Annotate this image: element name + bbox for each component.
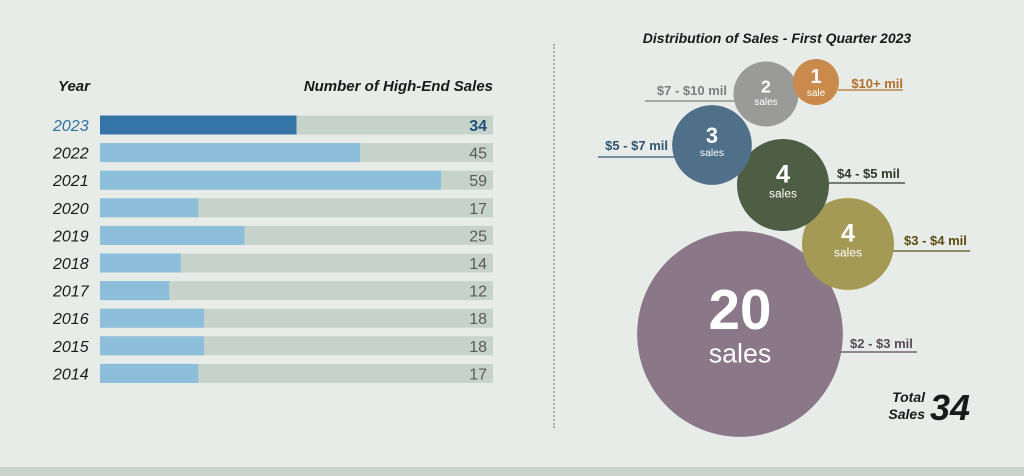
year-label: 2018: [52, 256, 89, 273]
bubble-unit: sales: [700, 148, 724, 159]
value-label: 34: [469, 118, 487, 135]
year-label: 2017: [52, 284, 90, 301]
bubble-value: 20: [709, 278, 772, 341]
bar-2016: [100, 308, 205, 328]
value-label: 17: [469, 201, 487, 218]
bar-row: 2020 17: [52, 198, 493, 218]
bar-2020: [100, 198, 199, 218]
bubble-value: 3: [706, 123, 718, 148]
bubble-4-5-mil: [737, 139, 829, 231]
year-column-header: Year: [58, 78, 91, 95]
price-range-label: $3 - $4 mil: [904, 233, 967, 248]
price-range-label: $2 - $3 mil: [850, 336, 913, 351]
price-range-label: $10+ mil: [851, 76, 903, 91]
bar-2019: [100, 225, 245, 245]
bar-2017: [100, 281, 170, 301]
year-label: 2020: [52, 201, 89, 218]
bubble-value: 1: [810, 66, 821, 88]
bubble-unit: sales: [834, 246, 862, 260]
bar-row: 2016 18: [52, 308, 493, 328]
bubble-2-3-mil: [637, 231, 843, 437]
bar-row: 2018 14: [52, 253, 493, 273]
bar-row: 2015 18: [52, 336, 493, 356]
price-range-label: $4 - $5 mil: [837, 166, 900, 181]
bubble-5-7-mil: [672, 105, 752, 185]
total-sales: Total Sales 34: [888, 387, 970, 428]
year-label: 2023: [52, 118, 89, 135]
year-label: 2021: [52, 173, 89, 190]
value-label: 17: [469, 366, 487, 383]
section-divider: [553, 44, 555, 428]
year-label: 2016: [52, 311, 89, 328]
total-value: 34: [930, 387, 970, 428]
bar-track: [100, 281, 493, 301]
bar-row: 2021 59: [52, 170, 493, 190]
bar-2022: [100, 143, 361, 163]
bubble-7-10-mil: [733, 61, 799, 127]
value-label: 18: [469, 339, 487, 356]
bubble-chart-title: Distribution of Sales - First Quarter 20…: [643, 30, 912, 46]
year-label: 2014: [52, 366, 89, 383]
value-label: 25: [469, 228, 487, 245]
bubble-value: 4: [841, 220, 855, 248]
value-column-header: Number of High-End Sales: [304, 78, 493, 95]
year-label: 2022: [52, 146, 89, 163]
bar-row: 2023 34: [52, 115, 493, 135]
bubble-unit: sale: [807, 88, 826, 99]
year-label: 2015: [52, 339, 89, 356]
bar-row: 2022 45: [52, 143, 493, 163]
bar-2015: [100, 336, 205, 356]
bubble-10-mil: [793, 59, 839, 105]
bar-2018: [100, 253, 181, 273]
bar-2021: [100, 170, 441, 190]
price-range-label: $7 - $10 mil: [657, 83, 727, 98]
bubble-unit: sales: [754, 97, 777, 108]
value-label: 45: [469, 146, 487, 163]
bubble-value: 2: [761, 76, 771, 96]
bar-row: 2014 17: [52, 363, 493, 383]
total-label-line2: Sales: [888, 406, 925, 422]
bubble-chart: Distribution of Sales - First Quarter 20…: [598, 30, 970, 437]
value-label: 18: [469, 311, 487, 328]
bubble-3-4-mil: [802, 198, 894, 290]
total-label-line1: Total: [892, 389, 926, 405]
bar-chart: Year Number of High-End Sales 2023 34 2022…: [52, 78, 493, 383]
bubble-unit: sales: [709, 338, 771, 368]
footer-strip: [0, 467, 1024, 476]
bar-2014: [100, 363, 199, 383]
bar-row: 2017 12: [52, 281, 493, 301]
value-label: 12: [469, 284, 487, 301]
bar-row: 2019 25: [52, 225, 493, 245]
bar-2023: [100, 115, 297, 135]
bar-track: [100, 253, 493, 273]
year-label: 2019: [52, 228, 89, 245]
value-label: 59: [469, 173, 487, 190]
bubble-value: 4: [776, 161, 790, 189]
price-range-label: $5 - $7 mil: [605, 138, 668, 153]
value-label: 14: [469, 256, 487, 273]
bubble-unit: sales: [769, 187, 797, 201]
